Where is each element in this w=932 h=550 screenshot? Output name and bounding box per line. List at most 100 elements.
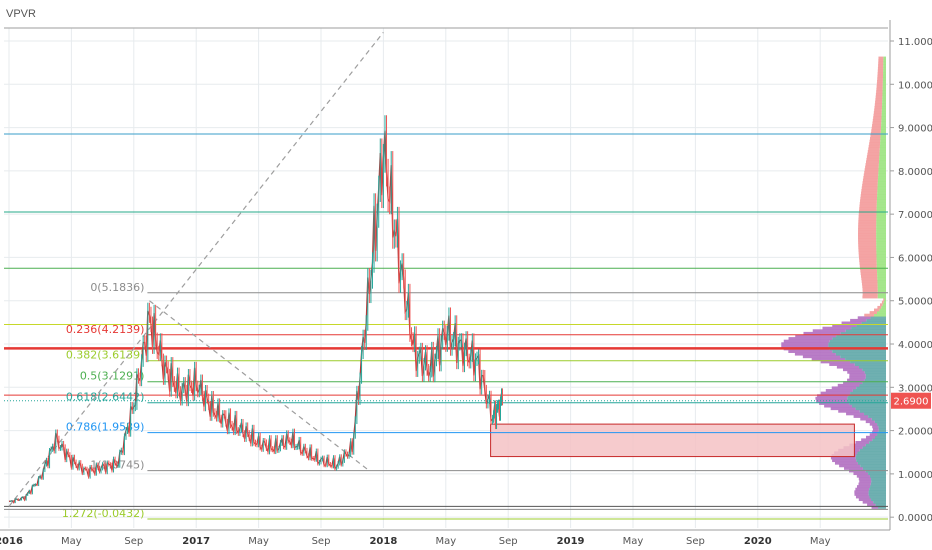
volume-bar-up bbox=[847, 399, 886, 403]
volume-bar-down bbox=[871, 505, 879, 509]
x-tick-label: Sep bbox=[686, 536, 705, 547]
volume-profile bbox=[781, 56, 886, 509]
fib-level-label: 1.272(-0.0432) bbox=[62, 507, 145, 520]
volume-bar-down bbox=[861, 186, 878, 190]
volume-bar-down bbox=[869, 433, 878, 437]
volume-bar-up bbox=[878, 163, 886, 166]
volume-bar-up bbox=[876, 235, 886, 239]
volume-bar-up bbox=[832, 337, 886, 340]
x-tick-label: 2020 bbox=[744, 536, 772, 547]
volume-bar-down bbox=[860, 274, 878, 278]
volume-bar-up bbox=[876, 228, 886, 231]
volume-bar-down bbox=[781, 344, 829, 348]
volume-bar-down bbox=[866, 157, 880, 161]
volume-bar-up bbox=[877, 422, 886, 426]
volume-bar-down bbox=[869, 422, 878, 426]
y-axis[interactable]: 0.0000 1.0000 2.0000 3.0000 4.0000 5.0000 6.00… bbox=[889, 20, 932, 530]
volume-bar-down bbox=[854, 492, 869, 496]
volume-bar-up bbox=[862, 368, 886, 372]
trend-lines[interactable] bbox=[8, 31, 384, 507]
volume-bar-up bbox=[851, 404, 886, 408]
volume-bar-down bbox=[860, 269, 878, 273]
indicator-label[interactable]: VPVR bbox=[6, 8, 36, 20]
volume-bar-up bbox=[877, 269, 886, 273]
volume-bar-up bbox=[880, 137, 886, 140]
volume-bar-down bbox=[868, 144, 880, 148]
volume-bar-down bbox=[871, 126, 881, 130]
volume-bar-up bbox=[845, 357, 886, 361]
volume-bar-down bbox=[861, 277, 878, 281]
volume-bar-up bbox=[865, 443, 886, 447]
volume-bar-down bbox=[872, 121, 882, 125]
volume-bar-up bbox=[878, 505, 886, 509]
volume-bar-down bbox=[872, 118, 882, 122]
volume-bar-down bbox=[836, 365, 859, 369]
volume-bar-down bbox=[839, 464, 861, 468]
volume-bar-down bbox=[881, 300, 884, 304]
volume-bar-down bbox=[859, 259, 877, 263]
volume-bar-down bbox=[861, 282, 878, 286]
volume-bar-up bbox=[876, 212, 886, 216]
volume-bar-up bbox=[850, 360, 886, 364]
volume-bar-down bbox=[781, 342, 829, 346]
volume-bar-down bbox=[859, 479, 872, 483]
fibonacci-retracement[interactable]: 0(5.1836)0.236(4.2139)0.382(3.6139)0.5(3… bbox=[4, 281, 888, 520]
volume-bar-down bbox=[867, 503, 876, 507]
volume-bar-down bbox=[855, 440, 870, 444]
volume-bar-down bbox=[877, 305, 882, 309]
volume-bar-up bbox=[876, 240, 886, 244]
volume-bar-down bbox=[855, 487, 870, 491]
volume-bar-up bbox=[876, 248, 886, 252]
volume-bar-down bbox=[841, 321, 862, 325]
volume-bar-down bbox=[879, 303, 883, 307]
price-line bbox=[8, 130, 504, 504]
volume-bar-up bbox=[849, 402, 886, 405]
volume-bar-up bbox=[881, 108, 886, 112]
volume-bar-down bbox=[853, 415, 869, 418]
x-axis[interactable]: 2016 May Sep 2017 May Sep 2018 May Sep 2019 May Sep… bbox=[0, 529, 890, 547]
fib-level-label: 0(5.1836) bbox=[90, 281, 144, 294]
volume-bar-up bbox=[881, 105, 886, 109]
fib-level-label: 0.382(3.6139) bbox=[66, 349, 145, 362]
volume-bar-down bbox=[862, 181, 878, 185]
volume-bar-up bbox=[828, 344, 886, 348]
x-tick-label: May bbox=[810, 536, 831, 547]
volume-bar-up bbox=[879, 152, 886, 156]
volume-bar-up bbox=[881, 305, 886, 309]
volume-bar-up bbox=[876, 233, 886, 237]
volume-bar-down bbox=[859, 202, 877, 205]
volume-bar-up bbox=[883, 64, 886, 68]
volume-bar-down bbox=[858, 233, 877, 237]
volume-bar-down bbox=[877, 74, 883, 78]
volume-bar-down bbox=[858, 240, 877, 244]
volume-bar-up bbox=[878, 168, 886, 172]
volume-bar-up bbox=[866, 318, 886, 322]
x-tick-label: May bbox=[248, 536, 269, 547]
volume-bar-up bbox=[840, 355, 886, 359]
volume-bar-down bbox=[862, 295, 878, 299]
volume-bar-down bbox=[876, 82, 883, 86]
volume-bar-up bbox=[876, 199, 886, 203]
volume-bar-up bbox=[871, 477, 886, 481]
y-tick-label: 2.0000 bbox=[898, 427, 932, 438]
volume-bar-down bbox=[869, 311, 878, 315]
volume-bar-up bbox=[878, 160, 886, 164]
fib-level-label: 0.786(1.9539) bbox=[66, 421, 145, 434]
rectangle-zone[interactable] bbox=[490, 423, 855, 458]
x-tick-label: May bbox=[623, 536, 644, 547]
volume-bar-up bbox=[882, 95, 886, 99]
volume-bar-up bbox=[874, 435, 886, 439]
volume-bar-down bbox=[822, 326, 852, 330]
volume-bar-down bbox=[847, 378, 865, 382]
volume-bar-up bbox=[876, 204, 886, 208]
volume-bar-up bbox=[868, 492, 886, 496]
volume-bar-down bbox=[857, 316, 871, 320]
x-tick-label: 2018 bbox=[369, 536, 397, 547]
volume-bar-down bbox=[865, 163, 879, 166]
volume-bar-up bbox=[880, 139, 886, 143]
volume-bar-up bbox=[878, 176, 886, 179]
volume-bar-up bbox=[876, 222, 886, 226]
volume-bar-up bbox=[877, 194, 886, 198]
volume-bar-up bbox=[871, 498, 886, 502]
